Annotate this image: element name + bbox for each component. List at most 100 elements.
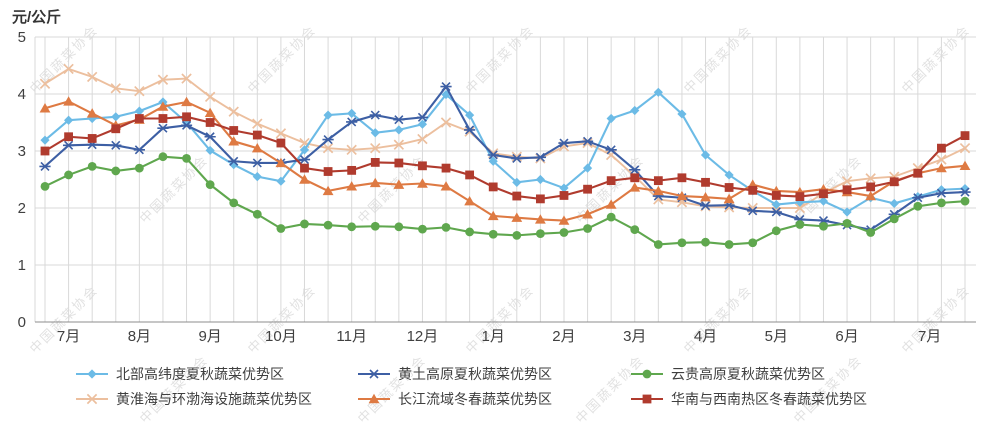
triangle-marker-icon bbox=[464, 195, 476, 206]
diamond-marker-icon bbox=[252, 172, 262, 182]
asterisk-marker-icon bbox=[464, 125, 476, 135]
x-marker-icon bbox=[865, 173, 876, 184]
circle-marker-icon bbox=[441, 222, 451, 232]
x-marker-icon bbox=[936, 154, 947, 165]
triangle-marker-icon bbox=[204, 107, 216, 118]
legend-asterisk-icon bbox=[358, 369, 390, 379]
circle-marker-icon bbox=[642, 369, 652, 379]
diamond-marker-icon bbox=[960, 184, 970, 194]
chart-svg: 0 1 2 3 4 5 7月 8月 9月 10月 11月 12月 1月 2月 3月 4月 5月 6月 7月 bbox=[18, 29, 976, 345]
x-marker-icon bbox=[511, 151, 523, 162]
circle-marker-icon bbox=[512, 230, 522, 240]
asterisk-marker-icon bbox=[581, 136, 594, 146]
svg-text:10月: 10月 bbox=[265, 328, 297, 345]
x-marker-icon bbox=[275, 128, 287, 139]
diamond-marker-icon bbox=[441, 89, 451, 100]
svg-text:5月: 5月 bbox=[765, 328, 788, 345]
triangle-marker-icon bbox=[368, 393, 380, 404]
square-marker-icon bbox=[606, 176, 616, 186]
diamond-marker-icon bbox=[205, 145, 215, 156]
asterisk-marker-icon bbox=[110, 140, 122, 150]
circle-marker-icon bbox=[182, 154, 191, 163]
triangle-marker-icon bbox=[629, 182, 641, 192]
x-marker-icon bbox=[157, 74, 169, 85]
square-marker-icon bbox=[866, 182, 876, 192]
square-marker-icon bbox=[642, 394, 652, 404]
diamond-marker-icon bbox=[394, 125, 404, 135]
square-marker-icon bbox=[64, 132, 73, 142]
triangle-marker-icon bbox=[959, 160, 971, 171]
square-marker-icon bbox=[842, 185, 852, 195]
asterisk-marker-icon bbox=[912, 193, 924, 203]
asterisk-marker-icon bbox=[393, 115, 405, 125]
asterisk-marker-icon bbox=[558, 138, 570, 148]
asterisk-marker-icon bbox=[157, 123, 169, 133]
triangle-marker-icon bbox=[582, 209, 593, 219]
x-axis-month-labels: 7月 8月 9月 10月 11月 12月 1月 2月 3月 4月 5月 6月 7月 bbox=[57, 328, 941, 345]
y-axis-tick-labels: 0 1 2 3 4 5 bbox=[18, 29, 26, 331]
diamond-marker-icon bbox=[40, 135, 50, 145]
x-marker-icon bbox=[841, 176, 853, 187]
square-marker-icon bbox=[229, 126, 239, 135]
svg-text:1: 1 bbox=[18, 257, 26, 274]
svg-text:11月: 11月 bbox=[336, 328, 367, 345]
diamond-marker-icon bbox=[606, 113, 616, 124]
triangle-marker-icon bbox=[322, 185, 334, 196]
circle-marker-icon bbox=[606, 212, 616, 222]
legend-item-4: 长江流域冬春蔬菜优势区 bbox=[357, 389, 552, 409]
diamond-marker-icon bbox=[559, 183, 569, 193]
svg-text:1月: 1月 bbox=[482, 328, 505, 345]
square-marker-icon bbox=[347, 165, 357, 175]
svg-text:3月: 3月 bbox=[623, 328, 646, 345]
square-marker-icon bbox=[677, 173, 687, 183]
x-marker-icon bbox=[794, 202, 806, 214]
x-marker-icon bbox=[204, 91, 216, 103]
square-marker-icon bbox=[771, 191, 781, 200]
square-marker-icon bbox=[441, 163, 451, 173]
svg-text:6月: 6月 bbox=[835, 328, 858, 345]
asterisk-marker-icon bbox=[39, 161, 51, 171]
square-marker-icon bbox=[276, 138, 286, 148]
diamond-marker-icon bbox=[842, 207, 852, 217]
triangle-marker-icon bbox=[936, 162, 947, 173]
circle-marker-icon bbox=[229, 198, 239, 208]
triangle-marker-icon bbox=[299, 174, 310, 184]
triangle-marker-icon bbox=[251, 142, 263, 153]
asterisk-marker-icon bbox=[629, 165, 641, 175]
diamond-marker-icon bbox=[347, 108, 357, 118]
legend-item-1: 黄土高原夏秋蔬菜优势区 bbox=[357, 364, 552, 384]
x-marker-icon bbox=[39, 78, 51, 89]
asterisk-marker-icon bbox=[487, 150, 499, 160]
diamond-marker-icon bbox=[582, 163, 593, 173]
square-marker-icon bbox=[323, 167, 333, 176]
circle-marker-icon bbox=[653, 240, 663, 249]
square-marker-icon bbox=[134, 114, 144, 123]
svg-text:8月: 8月 bbox=[128, 328, 151, 345]
legend-label: 黄淮海与环渤海设施蔬菜优势区 bbox=[116, 391, 312, 407]
triangle-marker-icon bbox=[652, 185, 664, 196]
circle-marker-icon bbox=[583, 224, 592, 233]
asterisk-marker-icon bbox=[935, 188, 948, 198]
circle-marker-icon bbox=[889, 214, 899, 224]
triangle-marker-icon bbox=[39, 103, 51, 113]
circle-marker-icon bbox=[795, 220, 805, 229]
diamond-marker-icon bbox=[677, 109, 687, 119]
circle-marker-icon bbox=[205, 180, 215, 190]
diamond-marker-icon bbox=[913, 192, 923, 202]
svg-text:2月: 2月 bbox=[552, 328, 575, 345]
circle-marker-icon bbox=[842, 218, 852, 228]
price-trend-chart-page: 中国蔬菜协会 中国蔬菜协会 中国蔬菜协会 中国蔬菜协会 中国蔬菜协会 中国蔬菜协会 中国蔬菜… bbox=[12, 9, 976, 426]
circle-marker-icon bbox=[771, 226, 781, 236]
circle-marker-icon bbox=[866, 228, 876, 237]
asterisk-marker-icon bbox=[368, 369, 380, 379]
legend-circle-icon bbox=[631, 369, 663, 379]
asterisk-marker-icon bbox=[605, 145, 617, 155]
circle-marker-icon bbox=[913, 201, 923, 211]
square-marker-icon bbox=[158, 114, 168, 123]
triangle-marker-icon bbox=[676, 190, 688, 201]
series-2 bbox=[40, 152, 970, 249]
circle-marker-icon bbox=[724, 240, 734, 249]
circle-marker-icon bbox=[276, 224, 286, 233]
asterisk-marker-icon bbox=[959, 187, 971, 197]
legend-label: 黄土高原夏秋蔬菜优势区 bbox=[398, 366, 552, 382]
